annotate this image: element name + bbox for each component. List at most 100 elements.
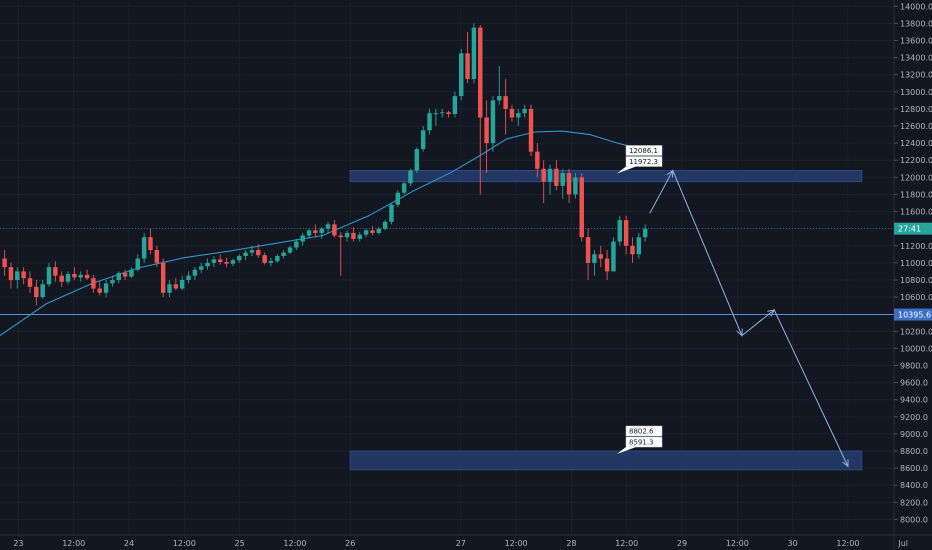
candle-body xyxy=(91,278,96,289)
candle-body xyxy=(21,271,26,279)
price-tick-label: 8800.0 xyxy=(900,447,928,456)
candle-body xyxy=(408,170,413,184)
price-tick-label: 9200.0 xyxy=(900,413,928,422)
candle-body xyxy=(319,228,324,233)
candle-body xyxy=(218,259,223,263)
candle-body xyxy=(490,100,496,144)
price-tick-label: 9600.0 xyxy=(900,379,928,388)
candle-body xyxy=(275,256,280,262)
candle-body xyxy=(84,274,90,279)
zone-label-box xyxy=(625,156,663,167)
candle-body xyxy=(604,258,610,272)
candle-body xyxy=(363,230,369,235)
price-tick-label: 10000.0 xyxy=(900,344,932,353)
candle-body xyxy=(630,245,635,255)
price-tick-label: 8400.0 xyxy=(900,481,928,490)
time-tick-label: Jul xyxy=(897,539,908,548)
candle-body xyxy=(497,96,502,101)
price-lines xyxy=(0,228,894,316)
current-price-badge xyxy=(894,222,932,235)
candle-body xyxy=(78,274,83,278)
time-tick-label: 24 xyxy=(124,539,134,548)
candle-body xyxy=(503,96,508,109)
price-tick-label: 13400.0 xyxy=(900,54,932,63)
candle-body xyxy=(351,232,356,239)
candle-body xyxy=(452,96,458,115)
price-tick-label: 11200.0 xyxy=(900,242,932,251)
price-tick-label: 11000.0 xyxy=(900,259,932,268)
candle-body xyxy=(617,220,623,242)
price-tick-label: 13600.0 xyxy=(900,36,932,45)
time-tick-label: 12:00 xyxy=(615,539,638,548)
candle-body xyxy=(414,149,420,171)
zone-label: 11972.3 xyxy=(629,158,658,166)
price-axis[interactable]: 8000.0 8200.0 8400.0 8600.0 8800.0 9000.0 9200… xyxy=(894,2,932,524)
time-tick-label: 27 xyxy=(456,539,466,548)
time-tick-label: 12:00 xyxy=(726,539,749,548)
candle-body xyxy=(636,237,642,255)
candle-body xyxy=(15,271,20,280)
candle-body xyxy=(256,250,261,256)
price-tick-label: 8600.0 xyxy=(900,464,928,473)
support-price-badge xyxy=(894,308,932,321)
candle-body xyxy=(427,113,432,131)
candle-body xyxy=(148,237,153,251)
price-tick-label: 8200.0 xyxy=(900,498,928,507)
zone-label-pointer xyxy=(617,447,636,455)
candle-body xyxy=(103,283,109,293)
price-tick-label: 10200.0 xyxy=(900,327,932,336)
candle-body xyxy=(211,259,217,263)
candle-body xyxy=(401,183,407,193)
candle-body xyxy=(465,53,470,79)
candle-body xyxy=(611,241,616,272)
candle-body xyxy=(592,254,597,263)
candle-body xyxy=(306,230,312,236)
price-tick-label: 10800.0 xyxy=(900,276,932,285)
candle-body xyxy=(205,262,210,267)
candle-body xyxy=(167,284,172,293)
time-axis[interactable]: 23 12:00 24 12:00 25 12:00 26 27 12:00 28 12:00 29 1… xyxy=(13,539,908,548)
candle-body xyxy=(237,256,242,261)
price-tick-label: 11600.0 xyxy=(900,208,932,217)
candle-body xyxy=(34,286,39,298)
time-tick-label: 29 xyxy=(677,539,687,548)
time-tick-label: 26 xyxy=(345,539,355,548)
price-tick-label: 9800.0 xyxy=(900,361,928,370)
time-tick-label: 23 xyxy=(13,539,23,548)
price-tick-label: 13200.0 xyxy=(900,71,932,80)
candle-body xyxy=(573,177,578,195)
candle-body xyxy=(141,237,147,259)
candle-body xyxy=(585,237,591,263)
candle-body xyxy=(459,53,464,97)
candle-body xyxy=(376,228,382,233)
price-tick-label: 13000.0 xyxy=(900,88,932,97)
candle-body xyxy=(357,234,362,239)
candle-body xyxy=(294,241,299,248)
candle-body xyxy=(154,250,160,263)
price-tick-label: 12000.0 xyxy=(900,173,932,182)
support-price-badge-label: 10395.6 xyxy=(898,311,931,320)
price-tick-label: 12600.0 xyxy=(900,122,932,131)
candle-body xyxy=(547,168,553,182)
price-zone xyxy=(349,450,863,471)
price-axis-panel xyxy=(894,0,932,550)
candle-body xyxy=(433,113,439,115)
time-tick-label: 12:00 xyxy=(62,539,85,548)
current-price-badge-label: 27:41 xyxy=(898,225,921,234)
candle-body xyxy=(2,258,7,268)
price-badges: 27:41 10395.6 xyxy=(894,222,932,321)
candle-body xyxy=(313,230,318,233)
candle-body xyxy=(243,252,248,257)
candle-body xyxy=(160,262,166,293)
projection-arrowhead xyxy=(767,309,776,317)
candle-body xyxy=(528,108,534,152)
candle-body xyxy=(116,273,121,280)
candle-body xyxy=(281,252,286,257)
time-tick-label: 12:00 xyxy=(505,539,528,548)
candle-body xyxy=(509,108,515,118)
zone-label-pointer xyxy=(617,166,636,174)
candle-body xyxy=(40,284,45,298)
price-tick-label: 12400.0 xyxy=(900,139,932,148)
time-tick-label: 30 xyxy=(788,539,798,548)
